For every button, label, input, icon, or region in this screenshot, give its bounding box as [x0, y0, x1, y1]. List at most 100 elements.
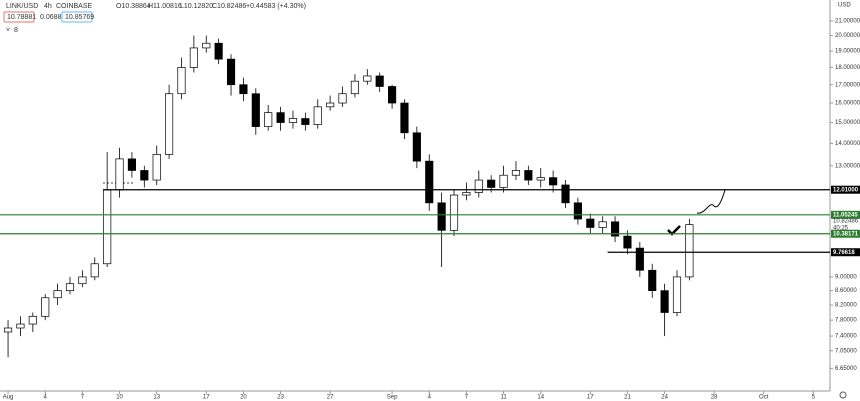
y-tick-label: 21.00000 — [835, 18, 860, 24]
candle-body — [437, 202, 446, 231]
x-tick-label: 7 — [81, 395, 85, 401]
candle-body — [400, 102, 409, 134]
y-tick-label: 17.00000 — [835, 82, 860, 88]
candle-body — [611, 221, 620, 237]
level-label-box — [831, 229, 860, 238]
candle-body — [41, 297, 50, 317]
candle-body — [152, 154, 161, 181]
candle-body — [511, 170, 521, 176]
candle-body — [412, 132, 421, 162]
x-tick-label: 5 — [812, 395, 816, 401]
level-label: 12.01000 — [833, 187, 859, 193]
candle-body — [301, 118, 310, 125]
ohlc-open: O10.38864 — [116, 3, 151, 10]
bid: 10.78881 — [7, 14, 36, 21]
candle-body — [573, 202, 582, 220]
candle-body — [276, 112, 285, 123]
y-tick-label: 16.00000 — [835, 101, 860, 107]
candle-body — [660, 290, 669, 313]
y-tick-label: 13.00000 — [835, 163, 860, 169]
bid-box[interactable] — [3, 11, 35, 23]
x-tick-label: 14 — [537, 395, 544, 401]
ask-box[interactable] — [61, 11, 93, 23]
candle-body — [672, 276, 682, 313]
candle-body — [28, 315, 37, 325]
candle-body — [165, 93, 174, 155]
x-tick-label: 17 — [203, 395, 210, 401]
candle-body — [338, 93, 347, 104]
ohlc-high: H11.00816 — [148, 3, 182, 10]
x-tick-label: 24 — [661, 395, 668, 401]
level-label-box — [831, 248, 860, 257]
y-tick-label: 7.40000 — [835, 334, 857, 340]
level-label-box — [831, 185, 860, 194]
x-tick-label: 11 — [500, 395, 507, 401]
spread: 0.06888 — [40, 14, 65, 21]
candle-body — [549, 177, 558, 186]
ask: 10.85769 — [65, 14, 94, 21]
projection-curve — [696, 189, 726, 214]
indicator-toggle[interactable]: ˅ — [6, 27, 10, 34]
candle-body — [598, 221, 607, 228]
candle-body — [78, 276, 87, 285]
candle-body — [16, 323, 25, 329]
candle-body — [388, 86, 397, 104]
candle-body — [214, 42, 223, 60]
x-tick-label: 4 — [428, 395, 432, 401]
settings-icon[interactable] — [839, 391, 847, 399]
candle-body — [226, 58, 236, 86]
level-label: 9.76618 — [833, 250, 855, 256]
y-tick-label: 9.00000 — [835, 274, 857, 280]
y-tick-label: 6.65000 — [835, 366, 857, 372]
candle-body — [487, 179, 496, 188]
countdown: 40:25 — [833, 226, 849, 232]
ohlc-change: +0.44583 (+4.30%) — [246, 3, 306, 10]
candle-body — [177, 67, 186, 95]
y-tick-label: 19.00000 — [835, 49, 860, 55]
candle-body — [264, 112, 273, 127]
ohlc-low: L10.12820 — [180, 3, 213, 10]
candle-body — [363, 75, 372, 82]
candle-body — [53, 290, 62, 299]
candle-body — [375, 75, 384, 87]
level-label-box — [831, 210, 860, 219]
candle-body — [313, 106, 322, 125]
candle-body — [425, 160, 434, 204]
currency: USD — [838, 3, 851, 9]
y-tick-label: 14.00000 — [835, 141, 860, 147]
x-tick-label: 17 — [587, 395, 594, 401]
indicator-count: 8 — [14, 27, 18, 34]
candle-body — [202, 42, 211, 49]
x-tick-label: Sep — [387, 395, 398, 401]
candle-body — [65, 283, 75, 291]
candle-body — [115, 158, 124, 191]
candle-body — [103, 189, 112, 265]
candle-body — [140, 170, 149, 181]
interval: 4h — [44, 3, 52, 10]
x-tick-label: 21 — [624, 395, 631, 401]
last-price-label: 10.82486 — [833, 219, 859, 225]
level-label: 11.05245 — [833, 212, 858, 218]
x-tick-label: 27 — [327, 395, 334, 401]
x-tick-label: 10 — [116, 395, 123, 401]
x-tick-label: Aug — [3, 395, 14, 401]
candle-body — [623, 235, 632, 249]
candle-body — [189, 47, 198, 68]
x-tick-label: 20 — [240, 395, 247, 401]
candle-body — [524, 170, 533, 181]
exchange: COINBASE — [56, 3, 93, 10]
x-tick-label: 7 — [465, 395, 469, 401]
candle-body — [288, 118, 298, 123]
y-tick-label: 18.00000 — [835, 65, 860, 71]
candle-body — [251, 93, 260, 127]
x-tick-label: 13 — [153, 395, 160, 401]
x-tick-label: 23 — [277, 395, 284, 401]
candle-body — [499, 174, 508, 188]
candle-body — [561, 184, 570, 204]
candle-body — [536, 177, 545, 181]
candle-body — [90, 263, 99, 278]
x-tick-label: Oct — [759, 395, 769, 401]
y-tick-label: 15.00000 — [835, 120, 860, 126]
